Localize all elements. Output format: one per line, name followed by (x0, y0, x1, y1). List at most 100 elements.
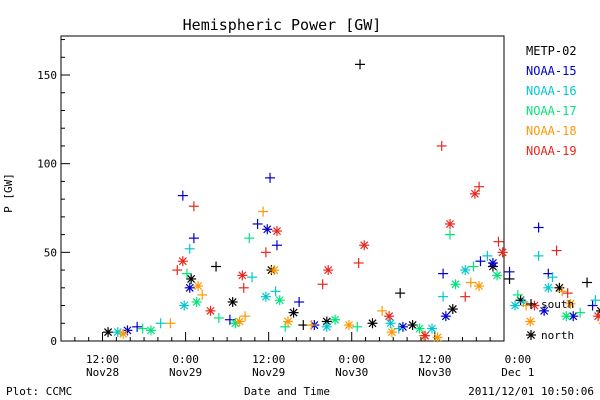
south-point (512, 289, 523, 300)
north-point (321, 321, 332, 332)
south-point (504, 266, 515, 277)
south-point (188, 233, 199, 244)
north-point (561, 311, 572, 322)
north-point (525, 316, 536, 327)
south-point (271, 240, 282, 251)
y-tick-label: 150 (37, 69, 57, 82)
north-point (539, 305, 550, 316)
legend-entry: NOAA-18 (526, 124, 577, 138)
legend: METP-02 NOAA-15 NOAA-16 NOAA-17 NOAA-18 NOAA-… (526, 44, 577, 342)
star-d2 (594, 313, 600, 321)
star-d2 (146, 326, 156, 335)
series-noaa-17 (137, 229, 586, 336)
legend-entry: NOAA-15 (526, 64, 577, 78)
star-d2 (408, 321, 417, 330)
south-point (445, 229, 456, 240)
south-point (181, 268, 192, 279)
north-point (179, 300, 190, 311)
chart-title: Hemispheric Power [GW] (183, 16, 382, 34)
south-point (353, 257, 364, 268)
star-d2 (322, 322, 331, 331)
star-d2 (461, 266, 470, 275)
star-d2 (180, 301, 189, 310)
south-point (265, 172, 276, 183)
legend-entry: NOAA-17 (526, 104, 577, 118)
south-point (306, 320, 317, 331)
star-d2 (526, 317, 535, 326)
north-point (184, 282, 195, 293)
south-point (132, 321, 143, 332)
north-point (386, 327, 397, 338)
plot-frame (60, 35, 505, 342)
star-d2 (385, 312, 394, 321)
north-point (262, 224, 273, 235)
star-d2 (331, 315, 340, 324)
star-d2 (386, 319, 395, 328)
series-noaa-18 (118, 206, 600, 343)
south-point (258, 206, 269, 217)
north-point (474, 281, 485, 292)
south-point (137, 323, 148, 334)
star-d2 (498, 248, 507, 257)
star-d2 (324, 266, 333, 275)
south-point (438, 268, 449, 279)
x-tick-date-label: Nov29 (252, 366, 285, 379)
north-point (420, 330, 431, 341)
star-d2 (344, 321, 353, 330)
north-point (330, 314, 341, 325)
north-point (427, 323, 438, 334)
south-point (184, 243, 195, 254)
star-d2 (555, 283, 564, 292)
south-point (294, 296, 305, 307)
south-point (551, 245, 562, 256)
north-point (447, 304, 458, 315)
star-d2 (448, 305, 457, 314)
x-tick-label: 0:00 (172, 353, 199, 366)
south-point (252, 218, 263, 229)
south-point (317, 279, 328, 290)
south-point (155, 318, 166, 329)
star-d2 (178, 257, 187, 266)
north-point (487, 257, 498, 268)
star-d2 (488, 258, 497, 268)
star-d2 (272, 227, 281, 236)
north-point (283, 316, 294, 327)
legend-star-icon (526, 330, 536, 340)
north-point (112, 327, 123, 338)
south-point (188, 201, 199, 212)
star-d2 (427, 324, 437, 333)
north-point (432, 332, 443, 343)
star-d2 (261, 292, 270, 301)
north-point (193, 281, 204, 292)
star-d2 (187, 274, 196, 283)
south-point (562, 288, 573, 299)
north-point (343, 320, 354, 331)
south-point (557, 286, 568, 297)
star-d2 (119, 329, 128, 338)
star-d2 (289, 308, 298, 317)
north-point (460, 265, 471, 276)
south-point (582, 277, 593, 288)
north-point (440, 311, 451, 322)
star-d2 (398, 322, 407, 331)
star-d2 (194, 282, 203, 291)
south-point (436, 140, 447, 151)
x-tick-label: 12:00 (252, 353, 285, 366)
star-d2 (270, 266, 279, 275)
y-tick-label: 50 (44, 246, 57, 259)
south-point (575, 307, 586, 318)
series-noaa-16 (112, 243, 600, 338)
south-point (395, 288, 406, 299)
x-tick-date-label: Nov30 (335, 366, 368, 379)
y-tick-label: 0 (50, 335, 57, 348)
north-point (497, 247, 508, 258)
x-tick-date-label: Dec 1 (501, 366, 534, 379)
star-d2 (493, 271, 502, 280)
south-point (247, 272, 258, 283)
y-axis-label: P [GW] (2, 173, 15, 213)
north-point (274, 295, 285, 306)
south-point (177, 190, 188, 201)
south-point (280, 321, 291, 332)
axis-ticks: 05010015012:00Nov280:00Nov2912:00Nov290:… (37, 39, 534, 379)
star-d2 (433, 333, 442, 342)
